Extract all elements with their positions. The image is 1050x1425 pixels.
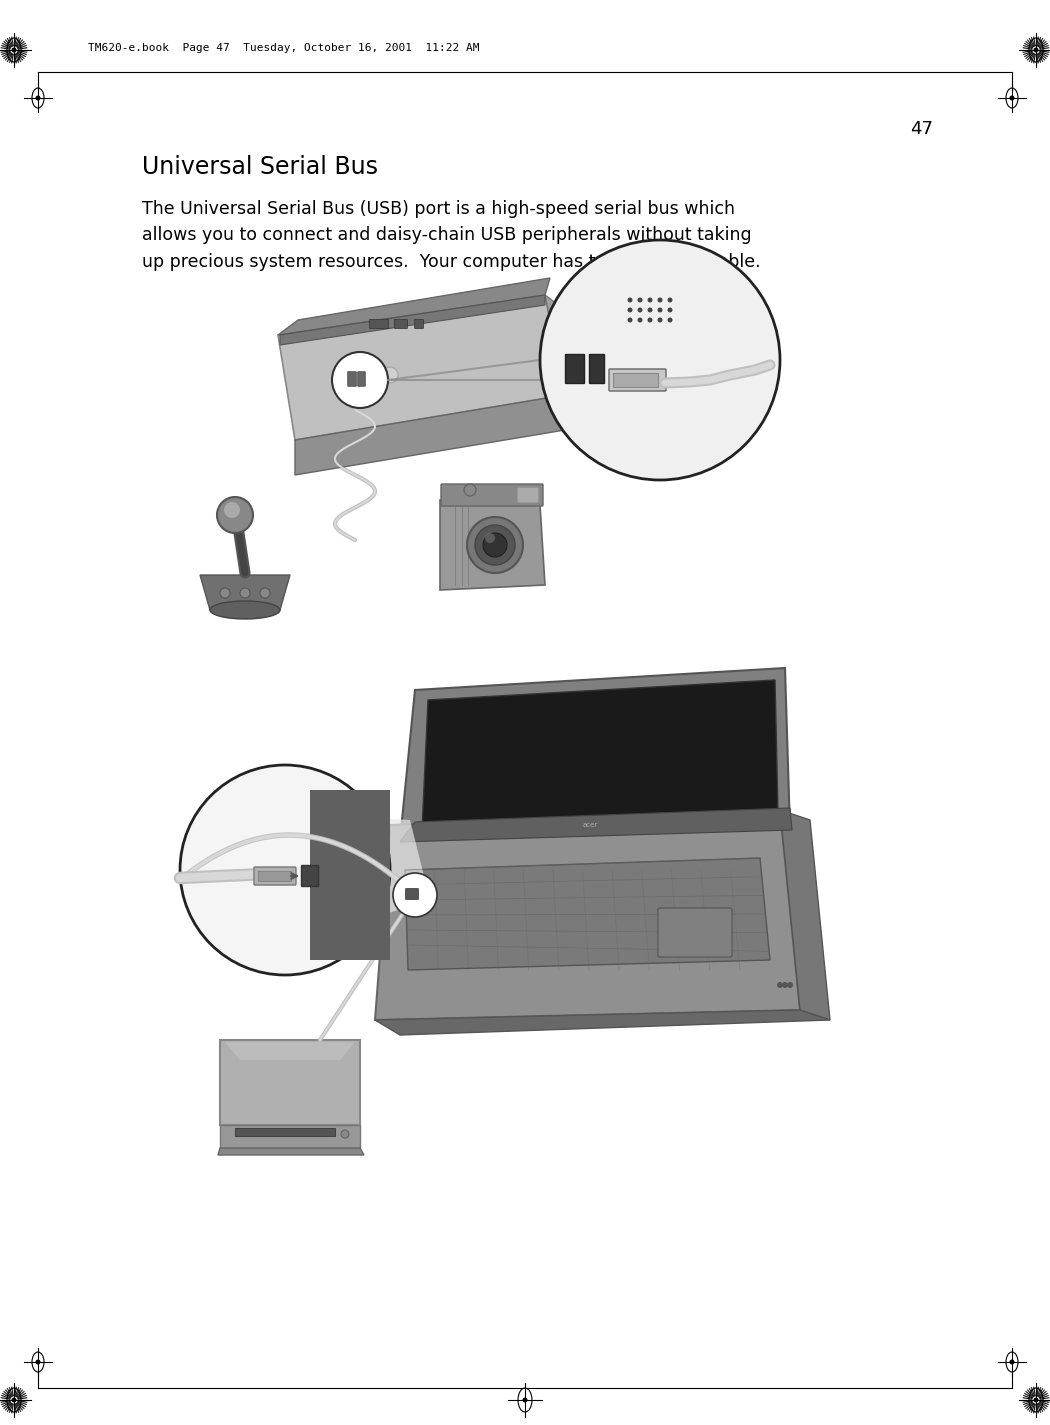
Circle shape xyxy=(10,47,18,54)
FancyBboxPatch shape xyxy=(609,369,666,390)
Circle shape xyxy=(1032,1396,1040,1404)
Circle shape xyxy=(648,298,652,302)
Text: acer: acer xyxy=(583,822,597,828)
Circle shape xyxy=(393,874,437,918)
Polygon shape xyxy=(780,809,830,1020)
Circle shape xyxy=(657,298,663,302)
Circle shape xyxy=(648,318,652,322)
Circle shape xyxy=(464,485,476,496)
Circle shape xyxy=(332,352,388,408)
Circle shape xyxy=(467,517,523,573)
Text: Universal Serial Bus: Universal Serial Bus xyxy=(142,155,378,180)
Circle shape xyxy=(382,368,398,383)
FancyBboxPatch shape xyxy=(415,319,423,329)
Text: The Universal Serial Bus (USB) port is a high-speed serial bus which
allows you : The Universal Serial Bus (USB) port is a… xyxy=(142,200,760,271)
Circle shape xyxy=(224,502,240,519)
FancyBboxPatch shape xyxy=(613,373,658,388)
Circle shape xyxy=(1032,47,1040,54)
FancyBboxPatch shape xyxy=(235,1129,335,1136)
Polygon shape xyxy=(295,395,565,475)
Circle shape xyxy=(668,318,672,322)
Circle shape xyxy=(628,298,632,302)
FancyBboxPatch shape xyxy=(566,355,585,383)
Circle shape xyxy=(628,318,632,322)
Polygon shape xyxy=(375,809,800,1020)
FancyBboxPatch shape xyxy=(370,319,388,329)
Polygon shape xyxy=(278,295,565,440)
Circle shape xyxy=(12,1398,17,1402)
Circle shape xyxy=(1033,1398,1038,1402)
Polygon shape xyxy=(375,1010,830,1035)
Circle shape xyxy=(1033,47,1038,53)
FancyBboxPatch shape xyxy=(348,372,356,386)
Circle shape xyxy=(668,298,672,302)
Polygon shape xyxy=(405,858,770,970)
Circle shape xyxy=(12,47,17,53)
FancyBboxPatch shape xyxy=(658,908,732,958)
Circle shape xyxy=(483,533,507,557)
Circle shape xyxy=(1009,1359,1014,1365)
FancyBboxPatch shape xyxy=(517,487,539,503)
Circle shape xyxy=(485,533,495,543)
Circle shape xyxy=(540,239,780,480)
Polygon shape xyxy=(225,1042,355,1060)
FancyBboxPatch shape xyxy=(405,889,419,899)
Circle shape xyxy=(217,497,253,533)
Circle shape xyxy=(475,524,514,564)
Ellipse shape xyxy=(210,601,280,618)
Polygon shape xyxy=(220,1124,360,1149)
Polygon shape xyxy=(280,295,545,345)
Circle shape xyxy=(657,308,663,312)
FancyBboxPatch shape xyxy=(441,485,543,506)
Circle shape xyxy=(648,308,652,312)
Circle shape xyxy=(260,589,270,598)
Circle shape xyxy=(1009,95,1014,101)
FancyBboxPatch shape xyxy=(301,865,318,886)
Circle shape xyxy=(637,318,643,322)
Circle shape xyxy=(657,318,663,322)
Circle shape xyxy=(180,765,390,975)
FancyBboxPatch shape xyxy=(254,866,296,885)
Circle shape xyxy=(788,982,793,988)
FancyBboxPatch shape xyxy=(395,319,407,329)
Polygon shape xyxy=(545,295,565,430)
Polygon shape xyxy=(220,1040,360,1124)
Polygon shape xyxy=(400,668,790,839)
Circle shape xyxy=(341,1130,349,1139)
Polygon shape xyxy=(278,278,550,335)
Polygon shape xyxy=(400,808,792,842)
Circle shape xyxy=(36,1359,41,1365)
Circle shape xyxy=(637,308,643,312)
Circle shape xyxy=(668,308,672,312)
FancyBboxPatch shape xyxy=(258,871,291,881)
Circle shape xyxy=(523,1398,527,1402)
Circle shape xyxy=(777,982,783,988)
Circle shape xyxy=(10,1396,18,1404)
Text: TM620-e.book  Page 47  Tuesday, October 16, 2001  11:22 AM: TM620-e.book Page 47 Tuesday, October 16… xyxy=(88,43,480,53)
Polygon shape xyxy=(310,789,390,960)
Polygon shape xyxy=(218,1149,364,1156)
Circle shape xyxy=(628,308,632,312)
Polygon shape xyxy=(358,818,430,922)
Circle shape xyxy=(36,95,41,101)
Polygon shape xyxy=(422,680,778,829)
Text: 47: 47 xyxy=(910,120,933,138)
FancyBboxPatch shape xyxy=(358,372,365,386)
Circle shape xyxy=(240,589,250,598)
Circle shape xyxy=(220,589,230,598)
Circle shape xyxy=(782,982,788,988)
Circle shape xyxy=(637,298,643,302)
FancyBboxPatch shape xyxy=(589,355,605,383)
Polygon shape xyxy=(440,500,545,590)
Polygon shape xyxy=(200,576,290,610)
